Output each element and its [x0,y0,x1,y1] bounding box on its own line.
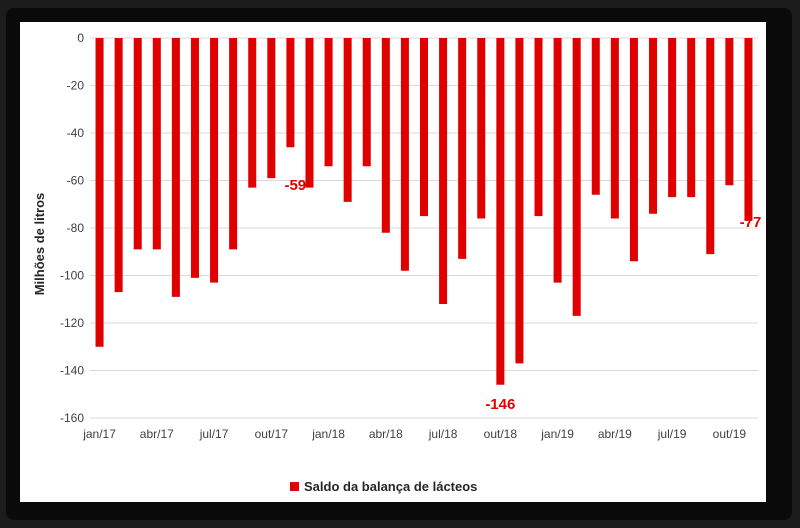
x-tick-label: jan/19 [540,427,574,441]
bar [267,38,276,179]
gridlines [90,37,758,419]
legend: Saldo da balança de lácteos [290,479,477,494]
y-axis-ticks: 0 -20 -40 -60 -80 -100 -120 -140 -160 [60,31,84,425]
bar [534,38,543,217]
x-tick-label: abr/18 [369,427,403,441]
bar [725,38,734,186]
x-tick-label: abr/17 [140,427,174,441]
y-tick-label: -40 [67,126,85,140]
y-tick-label: -160 [60,411,84,425]
data-label: -77 [740,214,762,231]
x-tick-label: out/17 [255,427,289,441]
screenshot-frame: 0 -20 -40 -60 -80 -100 -120 -140 -160 jan/17 abr/… [6,8,792,520]
bar [95,38,104,347]
y-tick-label: -20 [67,79,85,93]
bar [477,38,486,219]
y-tick-label: -80 [67,221,85,235]
y-tick-label: -60 [67,174,85,188]
bar [248,38,257,188]
x-tick-label: jan/17 [82,427,116,441]
bar [706,38,715,255]
bar [610,38,619,219]
x-tick-label: out/18 [484,427,518,441]
bar [152,38,161,250]
bar [324,38,333,167]
bar [171,38,180,297]
bar [649,38,658,214]
x-tick-label: jul/19 [657,427,687,441]
bar [381,38,390,233]
bar [362,38,371,167]
bar-chart: 0 -20 -40 -60 -80 -100 -120 -140 -160 jan/17 abr/… [32,31,761,494]
x-tick-label: jan/18 [311,427,345,441]
bar [286,38,295,148]
legend-swatch [290,482,299,491]
bar [400,38,409,271]
bar [343,38,352,202]
bar [458,38,467,259]
y-tick-label: 0 [77,31,84,45]
bar [305,38,314,188]
bar [133,38,142,250]
x-tick-label: abr/19 [598,427,632,441]
bar [591,38,600,195]
x-tick-label: jul/17 [199,427,229,441]
y-tick-label: -140 [60,364,84,378]
bar [210,38,219,283]
bar [190,38,199,278]
data-label: -146 [485,396,515,413]
bar [419,38,429,217]
x-axis-ticks: jan/17 abr/17 jul/17 out/17 jan/18 abr/18 jul/… [82,427,746,441]
bar [515,38,524,364]
x-tick-label: jul/18 [428,427,458,441]
x-tick-label: out/19 [713,427,747,441]
bars [95,38,753,385]
bar [114,38,123,293]
y-axis-label: Milhões de litros [32,193,47,296]
bar [439,38,448,304]
legend-label: Saldo da balança de lácteos [304,479,477,494]
chart-card: 0 -20 -40 -60 -80 -100 -120 -140 -160 jan/17 abr/… [20,22,766,502]
data-label: -59 [284,177,306,194]
data-labels: -59 -146 -77 [284,177,761,413]
bar [572,38,581,316]
bar [744,38,753,221]
bar [496,38,505,385]
bar [229,38,238,250]
bar [687,38,696,198]
bar [553,38,562,283]
bar [629,38,638,262]
y-tick-label: -120 [60,316,84,330]
bar [668,38,677,198]
y-tick-label: -100 [60,269,84,283]
